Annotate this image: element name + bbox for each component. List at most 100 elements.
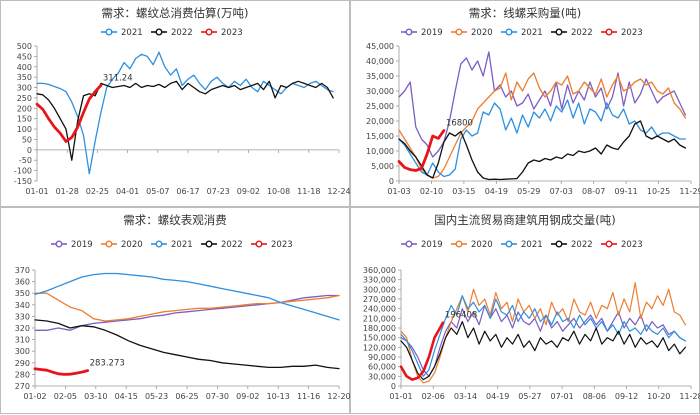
y-tick-label: 30,000	[366, 87, 394, 96]
x-tick-label: 11-16	[297, 392, 320, 401]
x-tick-label: 09-02	[237, 187, 260, 196]
y-tick-label: 50	[22, 135, 32, 144]
x-tick-label: 12-24	[327, 187, 350, 196]
x-tick-label: 03-15	[452, 187, 475, 196]
series-line-2021	[36, 51, 334, 175]
x-tick-label: 07-23	[207, 187, 230, 196]
chart-canvas: 270 280 290 300 310 320 330 340 350 360 370 01-02 02…	[15, 240, 351, 401]
y-tick-label: 35,000	[366, 72, 394, 81]
y-tick-label: 25,000	[366, 102, 394, 111]
data-label: 283.273	[90, 359, 125, 369]
legend-label-2022: 2022	[221, 240, 243, 250]
legend-marker-2020	[105, 240, 113, 248]
legend-label-2023: 2023	[221, 28, 243, 38]
legend-marker-2022	[155, 28, 163, 36]
y-tick-label: 120,000	[363, 343, 396, 352]
legend-label-2019: 2019	[421, 240, 443, 250]
y-tick-label: 290	[15, 359, 30, 368]
series-line-2021	[398, 99, 687, 178]
y-tick-label: 30,000	[368, 372, 396, 381]
data-label: 16800	[446, 119, 473, 129]
y-tick-label: 320	[15, 324, 30, 333]
legend-label-2020: 2020	[471, 28, 493, 38]
y-tick-label: 330	[15, 312, 30, 321]
legend-label-2022: 2022	[571, 240, 593, 250]
y-tick-label: 0	[27, 146, 32, 155]
series-line-2023	[33, 367, 89, 376]
x-tick-label: 05-27	[518, 392, 541, 401]
series-line-2022	[400, 321, 686, 381]
series-line-2022	[36, 80, 334, 161]
series-line-2019	[34, 294, 340, 331]
x-tick-label: 01-01	[25, 187, 48, 196]
chart-canvas: 030,00060,00090,000120,000150,000180,000…	[363, 240, 700, 401]
legend-label-2023: 2023	[621, 240, 643, 250]
y-tick-label: 15,000	[366, 132, 394, 141]
series-line-2023	[397, 129, 446, 172]
chart-panel-apparent-consumption: 需求：螺纹表观消费 270 280 290 300 310 320 330 340 350 360…	[0, 207, 351, 414]
x-tick-label: 06-17	[176, 187, 199, 196]
x-tick-label: 12-20	[327, 392, 350, 401]
y-tick-label: 210,000	[363, 314, 396, 323]
chart-panel-wire-rebar-purchase: 需求：线螺采购量(吨) 0 5,000 10,000 15,000 20,000 25,0…	[350, 0, 700, 207]
x-tick-label: 05-23	[145, 392, 168, 401]
y-tick-label: -100	[14, 167, 32, 176]
y-tick-label: 100	[17, 125, 32, 134]
chart-title: 需求：线螺采购量(吨)	[468, 6, 582, 20]
y-tick-label: 370	[15, 266, 30, 275]
legend-label-2021: 2021	[521, 240, 543, 250]
x-tick-label: 01-01	[389, 392, 412, 401]
y-tick-label: 270	[15, 382, 30, 391]
y-tick-label: 310	[15, 336, 30, 345]
x-tick-label: 05-07	[146, 187, 169, 196]
legend-label-2023: 2023	[621, 28, 643, 38]
series-line-2021	[400, 295, 686, 377]
x-tick-label: 04-01	[116, 187, 139, 196]
y-tick-label: 45,000	[366, 42, 394, 51]
series-line-2023	[399, 321, 445, 381]
y-tick-label: 300	[15, 347, 30, 356]
x-tick-label: 01-02	[23, 392, 46, 401]
legend-marker-2020	[455, 28, 463, 36]
x-tick-label: 05-29	[517, 187, 540, 196]
legend-marker-2019	[405, 240, 413, 248]
legend-marker-2019	[405, 28, 413, 36]
legend-label-2019: 2019	[71, 240, 93, 250]
x-tick-label: 11-28	[679, 392, 700, 401]
y-tick-label: 150	[17, 115, 32, 124]
legend-label-2021: 2021	[521, 28, 543, 38]
x-tick-label: 07-30	[206, 392, 229, 401]
legend-label-2021: 2021	[121, 28, 143, 38]
x-tick-label: 11-18	[297, 187, 320, 196]
y-tick-label: 60,000	[368, 363, 396, 372]
series-line-2019	[398, 51, 687, 158]
series-line-2020	[400, 282, 686, 384]
y-tick-label: 340	[15, 301, 30, 310]
y-tick-label: 450	[17, 52, 32, 61]
x-tick-label: 09-02	[236, 392, 259, 401]
y-tick-label: 5,000	[371, 162, 394, 171]
y-tick-label: 330,000	[363, 276, 396, 285]
y-tick-label: 0	[389, 177, 394, 186]
x-tick-label: 01-03	[387, 187, 410, 196]
series-line-2023	[35, 83, 103, 143]
x-tick-label: 04-19	[485, 187, 508, 196]
x-tick-label: 01-28	[56, 187, 79, 196]
x-tick-label: 02-05	[54, 392, 77, 401]
series-line-2021	[34, 272, 340, 321]
legend-marker-2019	[55, 240, 63, 248]
x-tick-label: 10-13	[267, 392, 290, 401]
legend-label-2021: 2021	[171, 240, 193, 250]
y-tick-label: 180,000	[363, 324, 396, 333]
legend-marker-2023	[205, 28, 213, 36]
legend-label-2020: 2020	[121, 240, 143, 250]
legend-marker-2021	[505, 240, 513, 248]
y-tick-label: 20,000	[366, 117, 394, 126]
y-tick-label: 150,000	[363, 334, 396, 343]
chart-panel-trade-volume: 国内主流贸易商建筑用钢成交量(吨) 0 30,000 60,000 90,000 120…	[350, 207, 700, 414]
y-tick-label: 280	[15, 370, 30, 379]
legend-marker-2020	[455, 240, 463, 248]
chart-panel-total-consumption: 需求：螺纹总消费估算(万吨) -150 -100 -50 0 50 100 150 200 25…	[0, 0, 351, 207]
y-tick-label: 40,000	[366, 57, 394, 66]
